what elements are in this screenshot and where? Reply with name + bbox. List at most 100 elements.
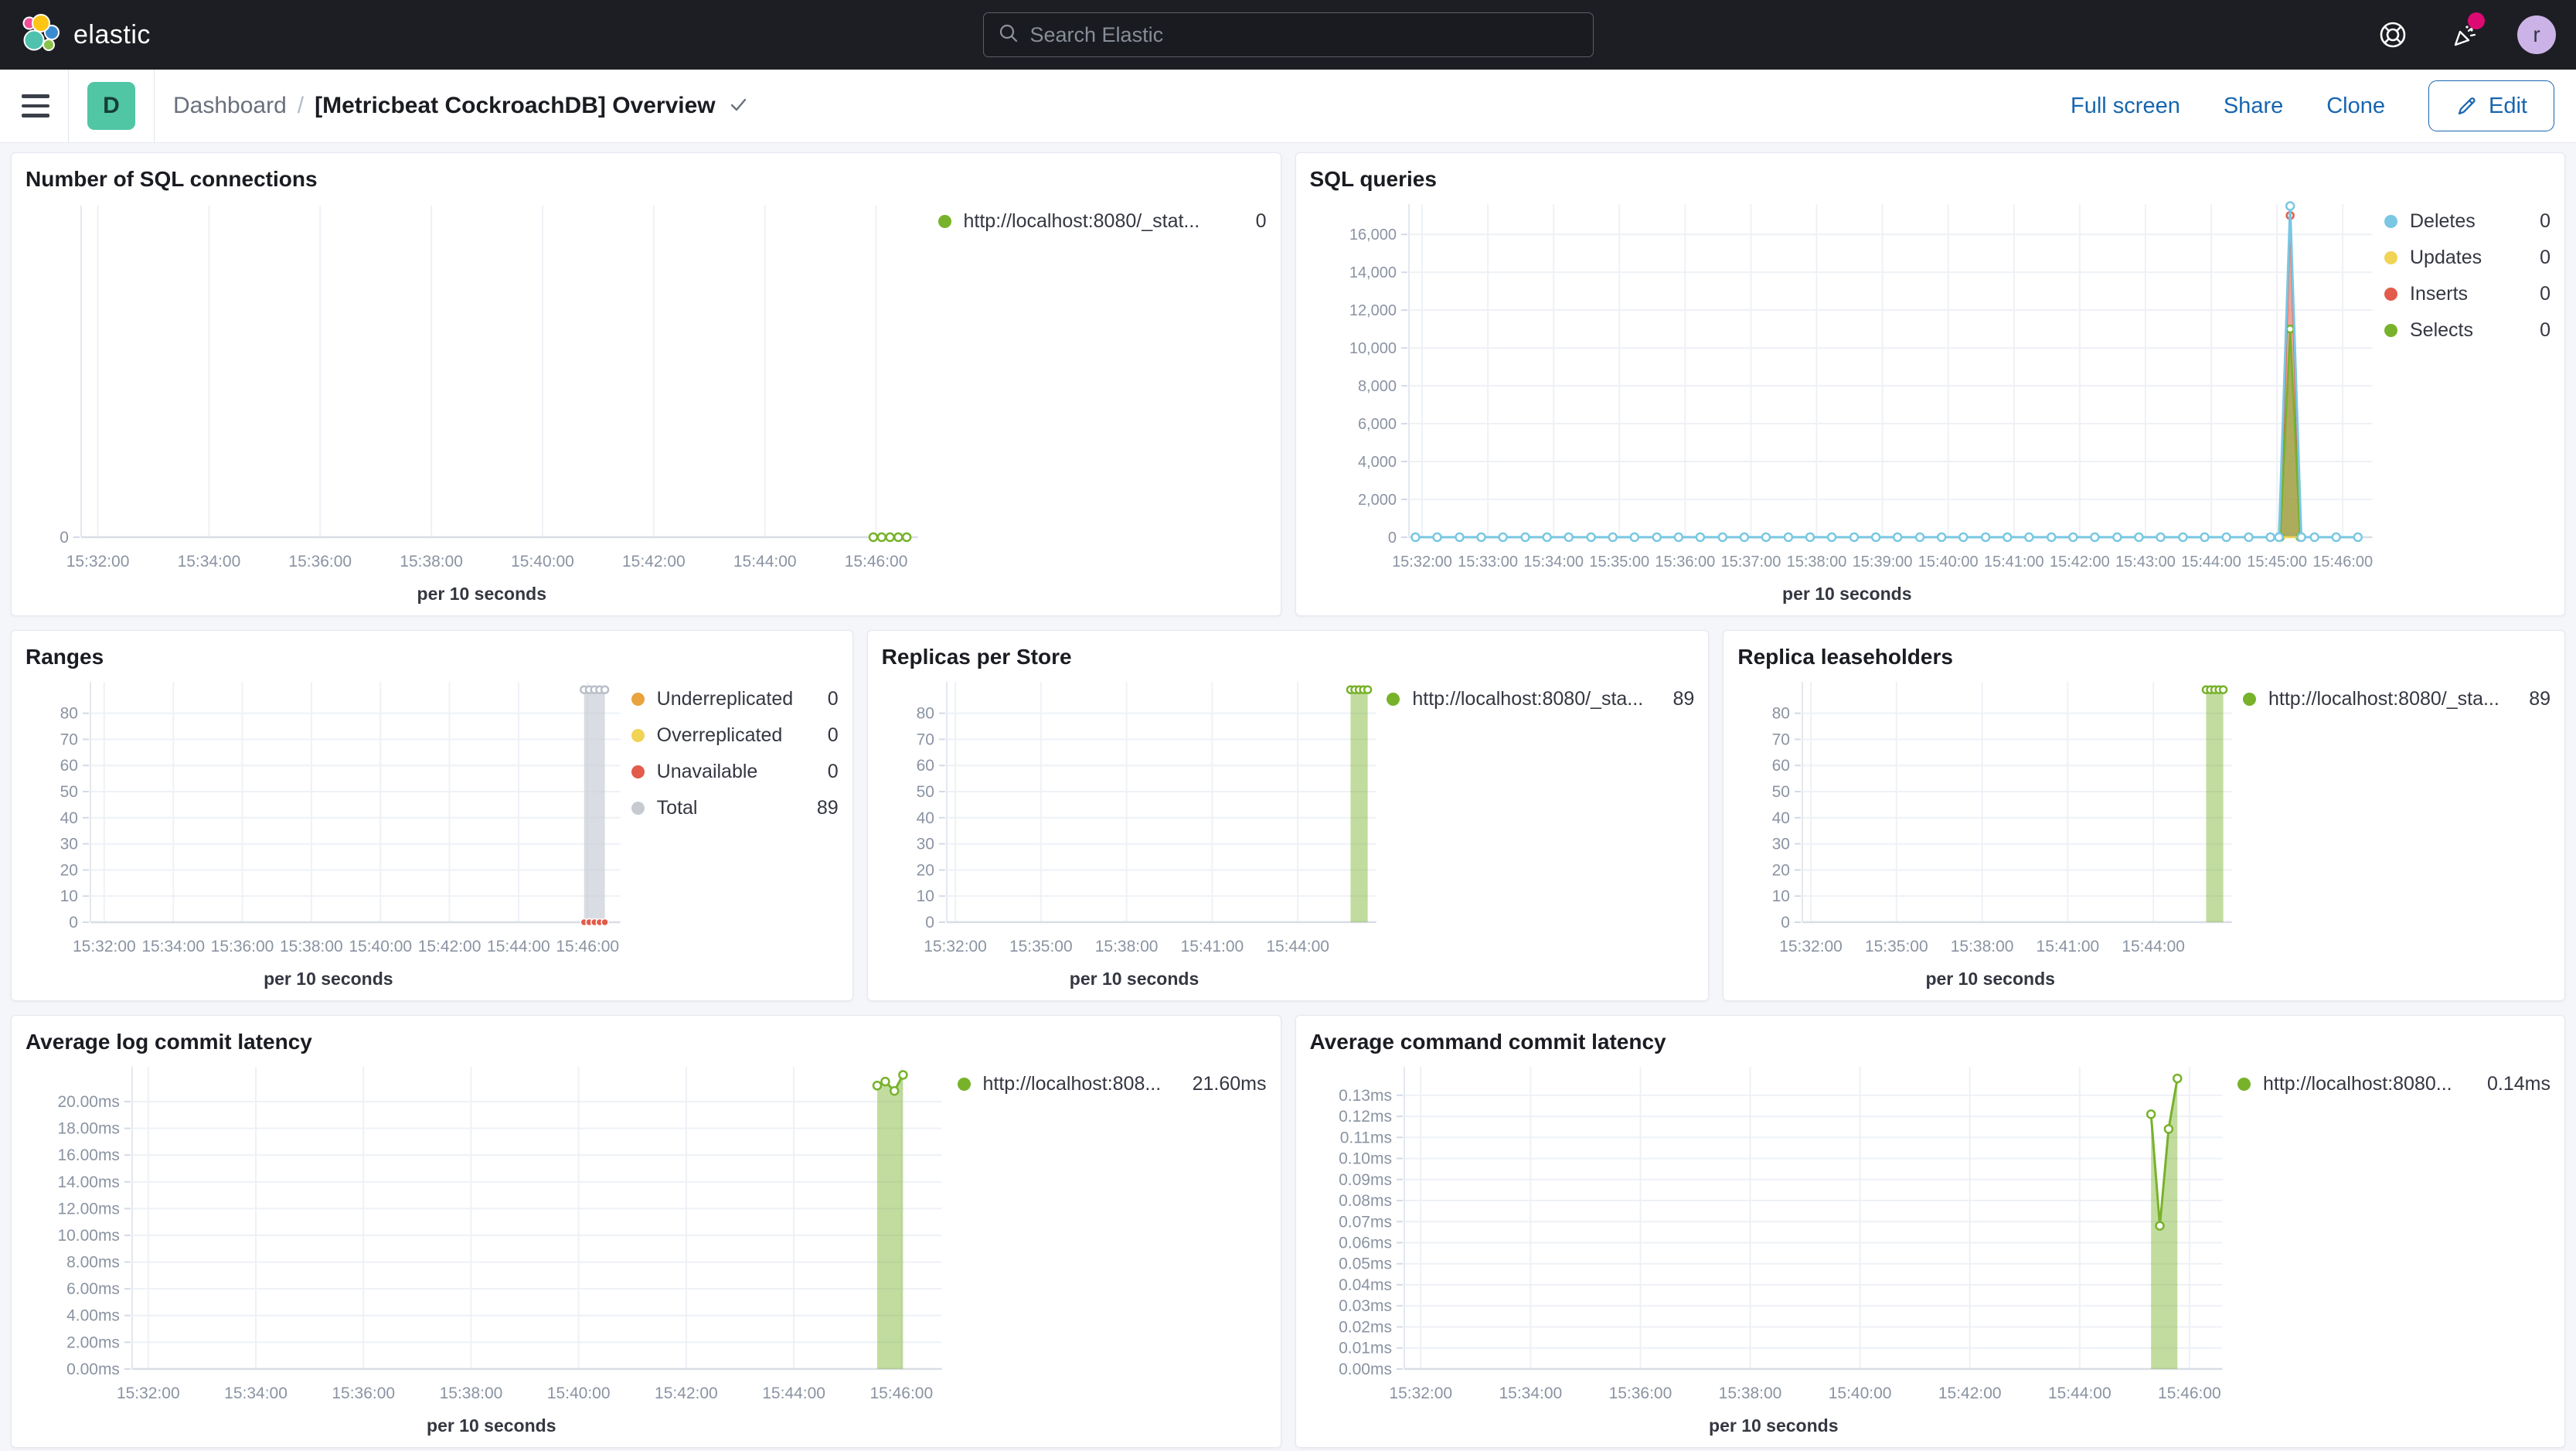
panel-title[interactable]: SQL queries (1309, 167, 1437, 191)
user-avatar[interactable]: r (2517, 15, 2556, 54)
svg-text:70: 70 (916, 731, 934, 748)
svg-text:12,000: 12,000 (1349, 302, 1396, 319)
legend-series-value: 0 (827, 761, 839, 782)
panel-title[interactable]: Average command commit latency (1309, 1030, 1666, 1054)
legend-item[interactable]: Overreplicated 0 (631, 724, 839, 747)
svg-text:15:32:00: 15:32:00 (117, 1385, 180, 1402)
menu-button[interactable] (22, 94, 49, 118)
legend-item[interactable]: Total 89 (631, 797, 839, 819)
share-button[interactable]: Share (2223, 93, 2284, 118)
legend-item[interactable]: http://localhost:8080... 0.14ms (2237, 1073, 2550, 1095)
svg-text:60: 60 (916, 757, 934, 775)
search-icon (998, 22, 1019, 48)
legend-item[interactable]: http://localhost:808... 21.60ms (957, 1073, 1267, 1095)
clone-button[interactable]: Clone (2326, 93, 2386, 118)
legend-series-value: 0 (2540, 210, 2550, 232)
panel-title[interactable]: Number of SQL connections (26, 167, 318, 191)
svg-text:15:42:00: 15:42:00 (1938, 1385, 2001, 1402)
legend: Underreplicated 0 Overreplicated 0 Unavailab… (631, 673, 839, 994)
svg-text:15:38:00: 15:38:00 (1951, 938, 2014, 955)
panel-ranges: Ranges 15:32:00 15:34:00 15:36:00 15:38:00 1… (11, 630, 853, 1001)
search-input[interactable] (1029, 22, 1579, 47)
log-commit-latency-chart[interactable]: 15:32:00 15:34:00 15:36:00 15:38:00 15:40:00… (26, 1058, 958, 1414)
replicas-per-store-chart[interactable]: 15:32:00 15:35:00 15:38:00 15:41:00 15:44:00… (882, 673, 1387, 967)
panel-title[interactable]: Average log commit latency (26, 1030, 312, 1054)
svg-text:70: 70 (1772, 731, 1790, 748)
sql-queries-chart[interactable]: 15:32:00 15:33:00 15:34:00 15:35:00 15:36:00… (1310, 195, 2385, 582)
legend-series-dot (1387, 693, 1400, 706)
svg-text:50: 50 (916, 783, 934, 801)
svg-text:10: 10 (1772, 887, 1790, 905)
life-buoy-icon (2380, 22, 2406, 48)
top-navigation-bar: elastic (0, 0, 2576, 70)
svg-text:15:32:00: 15:32:00 (1389, 1385, 1452, 1402)
svg-text:0.03ms: 0.03ms (1339, 1297, 1392, 1315)
breadcrumb-dashboard-link[interactable]: Dashboard (173, 93, 287, 118)
svg-text:60: 60 (1772, 757, 1790, 775)
full-screen-button[interactable]: Full screen (2071, 93, 2180, 118)
legend-item[interactable]: Underreplicated 0 (631, 688, 839, 710)
help-button[interactable] (2375, 17, 2411, 53)
legend-series-dot (938, 215, 951, 228)
legend-item[interactable]: Unavailable 0 (631, 761, 839, 783)
svg-text:2.00ms: 2.00ms (66, 1333, 120, 1351)
svg-text:0.04ms: 0.04ms (1339, 1276, 1392, 1294)
legend-item[interactable]: Inserts 0 (2384, 283, 2550, 305)
panel-title[interactable]: Ranges (26, 645, 104, 669)
panel-title[interactable]: Replica leaseholders (1737, 645, 1953, 669)
svg-text:20: 20 (916, 861, 934, 879)
x-axis-title: per 10 seconds (1709, 1415, 1839, 1436)
panel-replicas-per-store: Replicas per Store 15:32:00 15:35:00 15:38… (866, 630, 1710, 1001)
replica-leaseholders-chart[interactable]: 15:32:00 15:35:00 15:38:00 15:41:00 15:44:00… (1737, 673, 2243, 967)
svg-text:15:44:00: 15:44:00 (2181, 553, 2241, 571)
svg-text:0.05ms: 0.05ms (1339, 1255, 1392, 1273)
legend-item[interactable]: Updates 0 (2384, 247, 2550, 269)
legend-series-value: 89 (1673, 688, 1695, 710)
legend-item[interactable]: http://localhost:8080/_stat... 0 (938, 210, 1267, 233)
toolbar-divider (68, 69, 69, 143)
legend-series-dot (2384, 324, 2397, 337)
svg-text:15:35:00: 15:35:00 (1009, 938, 1073, 955)
toolbar-divider (154, 69, 155, 143)
svg-text:15:40:00: 15:40:00 (547, 1385, 611, 1402)
svg-text:30: 30 (916, 836, 934, 853)
svg-text:0.07ms: 0.07ms (1339, 1213, 1392, 1231)
command-commit-latency-chart[interactable]: 15:32:00 15:34:00 15:36:00 15:38:00 15:40:00… (1310, 1058, 2238, 1414)
breadcrumb-separator: / (297, 93, 305, 118)
svg-text:50: 50 (60, 783, 78, 801)
global-search[interactable] (982, 12, 1594, 57)
title-check-icon[interactable] (727, 93, 750, 120)
svg-text:18.00ms: 18.00ms (57, 1120, 119, 1138)
svg-text:15:34:00: 15:34:00 (1523, 553, 1584, 571)
legend-series-label: Selects (2410, 319, 2473, 341)
legend-series-label: Underreplicated (656, 688, 794, 710)
svg-text:6,000: 6,000 (1357, 416, 1396, 433)
svg-text:15:38:00: 15:38:00 (440, 1385, 503, 1402)
elastic-logo[interactable]: elastic (20, 12, 151, 58)
avatar-initial: r (2533, 22, 2540, 46)
svg-text:10: 10 (916, 887, 934, 905)
newsfeed-button[interactable] (2446, 12, 2485, 53)
dashboard-app-badge[interactable]: D (87, 82, 135, 130)
ranges-chart[interactable]: 15:32:00 15:34:00 15:36:00 15:38:00 15:40:00… (26, 673, 631, 967)
edit-button[interactable]: Edit (2428, 80, 2554, 131)
svg-text:15:32:00: 15:32:00 (1780, 938, 1843, 955)
sql-connections-chart[interactable]: 15:32:00 15:34:00 15:36:00 15:38:00 15:40:00… (26, 195, 938, 582)
svg-text:15:35:00: 15:35:00 (1865, 938, 1928, 955)
legend-series-dot (631, 802, 645, 815)
legend-item[interactable]: Deletes 0 (2384, 210, 2550, 233)
svg-text:15:36:00: 15:36:00 (1655, 553, 1715, 571)
legend-series-value: 89 (816, 797, 839, 819)
svg-text:6.00ms: 6.00ms (66, 1280, 120, 1298)
legend-series-dot (631, 693, 645, 706)
svg-text:15:46:00: 15:46:00 (2158, 1385, 2221, 1402)
legend-item[interactable]: Selects 0 (2384, 319, 2550, 342)
svg-text:15:46:00: 15:46:00 (869, 1385, 933, 1402)
svg-text:15:44:00: 15:44:00 (1266, 938, 1329, 955)
x-axis-title: per 10 seconds (427, 1415, 556, 1436)
legend-item[interactable]: http://localhost:8080/_sta... 89 (1387, 688, 1694, 710)
legend-item[interactable]: http://localhost:8080/_sta... 89 (2243, 688, 2550, 710)
legend-series-dot (2384, 288, 2397, 301)
svg-text:15:32:00: 15:32:00 (73, 938, 136, 955)
panel-title[interactable]: Replicas per Store (881, 645, 1072, 669)
